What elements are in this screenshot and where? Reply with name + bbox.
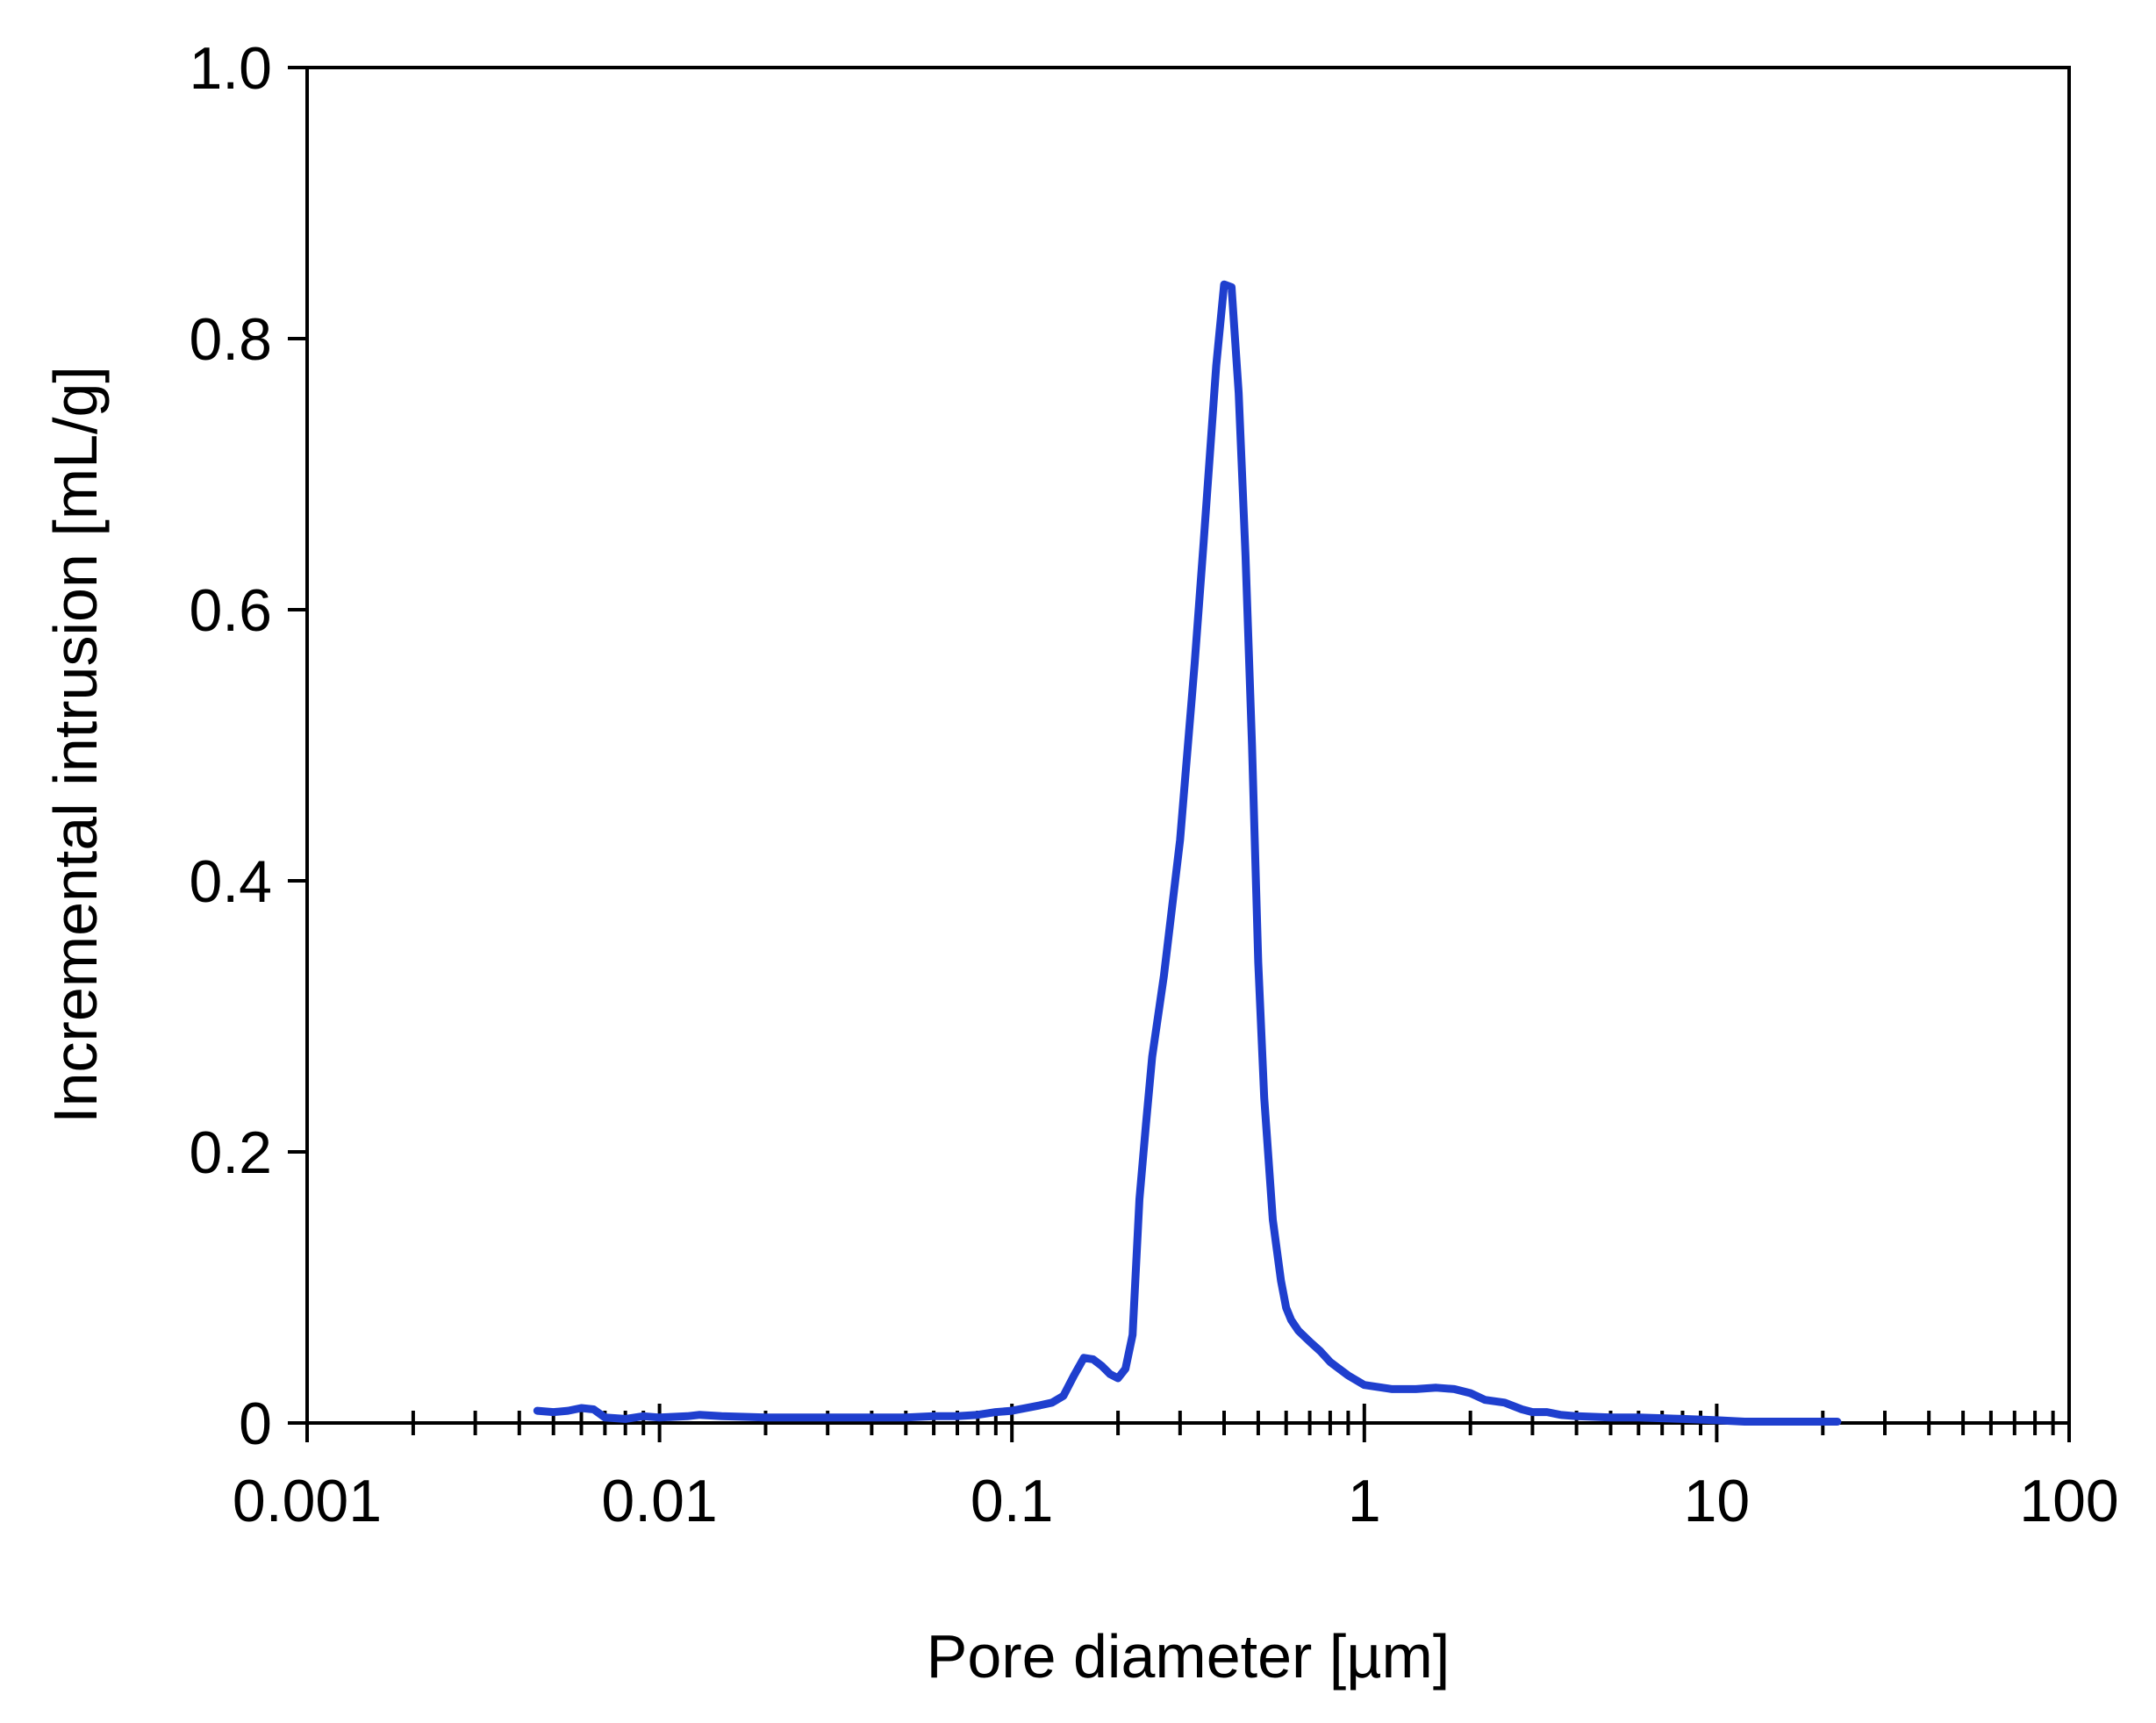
y-tick-label: 0.2 (189, 1119, 272, 1186)
x-tick-label: 0.001 (233, 1468, 382, 1534)
series-layer (533, 280, 1842, 1426)
x-tick-label: 0.1 (971, 1468, 1054, 1534)
y-axis-title: Incremental intrusion [mL/g] (41, 366, 110, 1124)
x-tick-label: 100 (2019, 1468, 2118, 1534)
y-tick-label: 0 (239, 1391, 272, 1457)
x-tick-label: 10 (1684, 1468, 1751, 1534)
x-tick-label: 1 (1348, 1468, 1381, 1534)
x-tick-label: 0.01 (601, 1468, 717, 1534)
y-tick-label: 0.4 (189, 848, 272, 915)
series-line (533, 280, 1842, 1426)
y-tick-label: 0.8 (189, 306, 272, 373)
x-axis-title: Pore diameter [µm] (927, 1622, 1450, 1691)
y-tick-label: 1.0 (189, 35, 272, 102)
y-tick-label: 0.6 (189, 577, 272, 644)
y-axis-ticks: 0 0.2 0.4 0.6 0.8 1.0 (189, 35, 307, 1457)
plot-frame (305, 66, 2071, 1425)
